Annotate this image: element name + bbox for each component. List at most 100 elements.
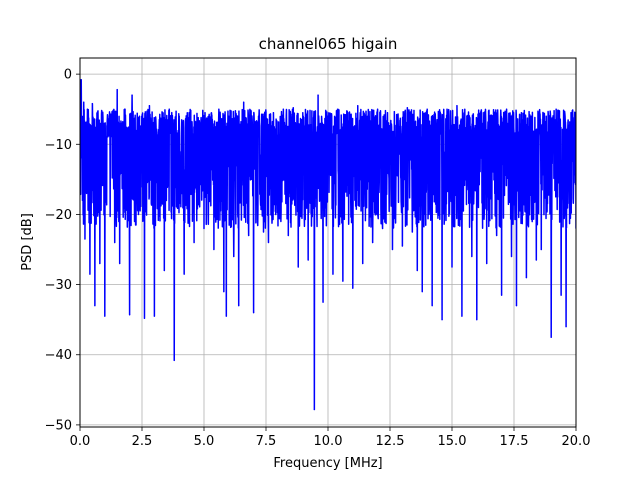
psd-data-point [253,312,255,314]
psd-data-point [520,112,523,114]
psd-data-point [198,122,200,124]
psd-data-point [302,115,304,117]
psd-data-point [104,315,106,317]
psd-data-point [481,112,483,114]
psd-data-point [109,122,111,124]
psd-data-point [178,115,180,117]
psd-data-point [496,234,498,237]
psd-data-point [342,280,344,282]
psd-data-point [129,314,131,316]
psd-data-point [267,241,270,244]
psd-data-point [476,319,478,321]
psd-data-point [262,231,265,233]
psd-data-point [193,241,195,244]
psd-data-point [471,255,473,258]
psd-data-point [545,115,547,117]
psd-data-point [94,305,96,307]
psd-data-point [213,248,215,251]
psd-data-point [535,259,537,261]
psd-data-point [466,115,468,117]
x-axis-label: Frequency [MHz] [273,456,382,471]
psd-data-point [307,259,309,261]
psd-data-point [119,262,121,265]
x-tick-label: 7.5 [256,434,277,449]
y-tick-label: −40 [45,348,72,363]
y-tick-label: −50 [45,418,72,433]
psd-data-point [317,94,319,96]
psd-data-point [228,115,230,117]
psd-data-point [416,269,418,272]
psd-data-point [501,294,503,296]
psd-data-point [168,108,170,110]
psd-data-point [238,305,240,307]
psd-data-point [352,287,354,289]
y-tick-label: −10 [45,138,72,153]
psd-data-point [101,112,103,114]
psd-data-point [86,108,89,110]
psd-data-point [396,115,399,117]
psd-data-point [560,294,562,296]
psd-data-point [203,227,205,230]
y-tick-label: −20 [45,208,72,223]
psd-data-point [272,112,275,114]
psd-data-point [99,262,101,265]
psd-data-point [486,262,488,265]
psd-data-point [347,112,349,114]
psd-data-point [218,108,220,110]
psd-data-point [550,336,552,338]
x-tick-label: 5.0 [194,434,215,449]
psd-data-point [381,227,384,230]
psd-data-point [367,115,369,117]
psd-data-point [114,241,116,244]
psd-data-point [451,266,453,268]
psd-data-point [372,241,374,244]
psd-data-point [138,115,141,117]
psd-data-point [386,112,389,114]
psd-data-point [461,315,463,317]
psd-data-point [456,105,458,107]
psd-data-point [153,315,155,317]
psd-data-point [332,273,334,275]
y-tick-label: −30 [45,278,72,293]
psd-data-point [80,79,82,81]
psd-data-point [163,269,165,272]
psd-data-point [411,231,413,233]
psd-data-point [173,359,175,361]
psd-data-point [431,305,433,307]
psd-data-point [84,238,86,240]
psd-data-point [292,107,294,109]
psd-data-point [81,199,84,202]
x-tick-label: 10.0 [314,434,343,449]
psd-data-point [297,266,299,268]
psd-data-point [406,107,408,109]
psd-data-point [148,105,151,107]
psd-data-point [555,108,557,110]
psd-data-point [243,101,245,103]
x-tick-label: 12.5 [376,434,405,449]
psd-data-point [91,103,93,105]
x-tick-label: 0.0 [70,434,91,449]
psd-data-point [565,326,567,328]
chart-title: channel065 higain [259,35,398,53]
psd-data-point [426,108,428,110]
x-tick-label: 2.5 [132,434,153,449]
x-tick-label: 20.0 [562,434,591,449]
psd-data-point [188,112,190,114]
psd-data-point [446,108,448,110]
x-tick-label: 15.0 [438,434,467,449]
psd-data-point [257,115,260,117]
series-layer [80,79,576,411]
psd-data-point [83,101,85,103]
psd-data-point [491,115,493,117]
psd-data-point [208,115,210,117]
psd-data-point [530,115,532,117]
psd-data-point [116,88,118,91]
psd-data-point [401,245,403,247]
psd-data-point [277,217,279,219]
psd-data-point [337,108,339,110]
psd-data-point [89,273,91,275]
psd-data-point [96,115,98,117]
